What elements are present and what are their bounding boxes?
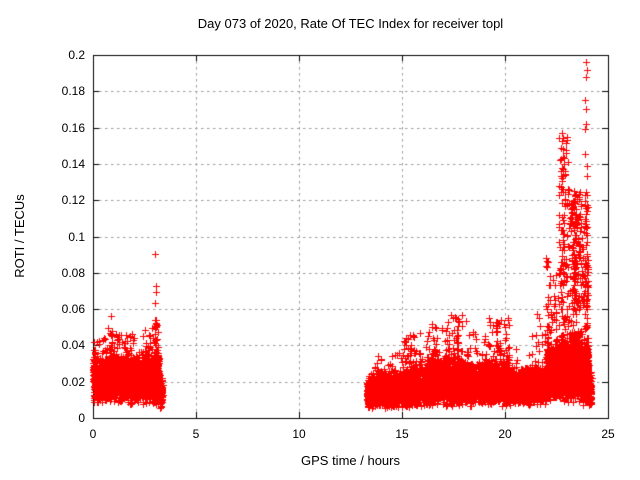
x-tick-label: 10 [292, 427, 306, 441]
y-tick-label: 0.16 [61, 120, 85, 135]
y-axis-title: ROTI / TECUs [12, 194, 27, 278]
y-tick-label: 0.12 [61, 193, 85, 208]
x-tick-label: 25 [601, 427, 615, 441]
chart-title: Day 073 of 2020, Rate Of TEC Index for r… [197, 16, 504, 31]
x-axis-title: GPS time / hours [301, 453, 400, 468]
y-tick-label: 0.14 [61, 156, 85, 171]
y-tick-label: 0.1 [68, 229, 85, 244]
x-tick-label: 15 [395, 427, 409, 441]
x-tick-label: 0 [89, 427, 97, 441]
x-tick-label: 5 [192, 427, 200, 441]
y-tick-label: 0 [78, 411, 85, 425]
y-tick-label: 0.02 [61, 374, 85, 389]
y-tick-label: 0.06 [61, 302, 85, 317]
y-tick-label: 0.2 [68, 48, 85, 62]
y-tick-label: 0.08 [61, 265, 85, 280]
y-tick-label: 0.18 [61, 84, 85, 99]
x-tick-label: 20 [498, 427, 512, 441]
y-tick-label: 0.04 [61, 338, 85, 353]
